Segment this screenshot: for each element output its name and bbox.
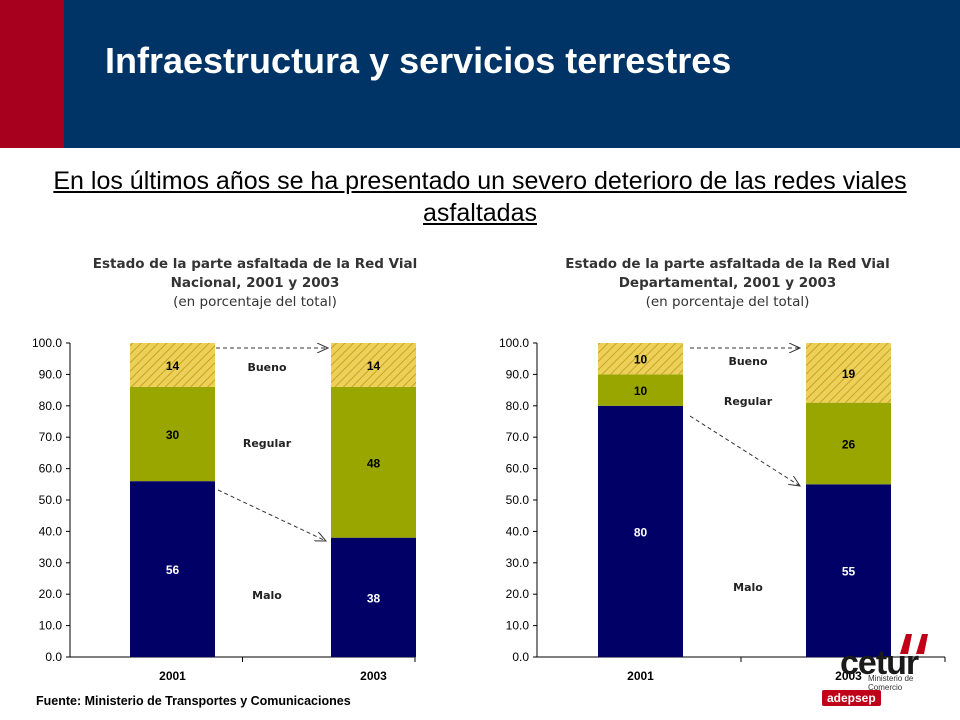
y-tick-label: 90.0 (506, 367, 530, 381)
data-label: 38 (367, 591, 381, 605)
y-tick-label: 60.0 (506, 462, 530, 476)
y-tick-label: 100.0 (32, 336, 62, 350)
y-tick-label: 0.0 (512, 650, 529, 664)
logo-adepsep: adepsep (822, 690, 881, 706)
bar-bueno-2003 (331, 537, 416, 657)
bar-regular-2001 (130, 386, 215, 482)
chart-2-title: Estado de la parte asfaltada de la Red V… (565, 256, 890, 291)
slide-subtitle: En los últimos años se ha presentado un … (53, 167, 907, 227)
bar-regular-2003 (331, 386, 416, 538)
chart-2-subtitle: (en porcentaje del total) (645, 294, 810, 310)
logo-cetur-word: cetur (840, 644, 919, 682)
y-tick-label: 10.0 (39, 619, 63, 633)
y-tick-label: 40.0 (39, 524, 63, 538)
bar-bueno-2001 (598, 405, 683, 657)
y-tick-label: 60.0 (39, 462, 63, 476)
chart-1-subtitle: (en porcentaje del total) (173, 294, 337, 310)
series-label-malo: Malo (252, 589, 282, 602)
series-label-bueno: Bueno (728, 355, 768, 368)
y-tick-label: 80.0 (39, 399, 63, 413)
bar-malo-2001 (598, 343, 683, 375)
y-tick-label: 50.0 (506, 493, 530, 507)
trend-arrow-bueno (217, 489, 326, 541)
bar-malo-2003 (331, 343, 416, 387)
y-tick-label: 40.0 (506, 524, 530, 538)
x-tick-label: 2001 (159, 669, 186, 683)
header-accent (0, 0, 64, 148)
data-label: 56 (166, 563, 180, 577)
data-label: 14 (166, 359, 180, 373)
y-tick-label: 30.0 (506, 556, 530, 570)
data-label: 30 (166, 428, 180, 442)
bar-malo-2003 (806, 343, 891, 403)
y-tick-label: 70.0 (506, 430, 530, 444)
data-label: 19 (842, 367, 856, 381)
y-tick-label: 70.0 (39, 430, 63, 444)
logo-cetur-sub: Ministerio de Comercio (868, 674, 914, 692)
y-tick-label: 50.0 (39, 493, 63, 507)
series-label-regular: Regular (243, 437, 292, 450)
data-label: 14 (367, 359, 381, 373)
x-tick-label: 2003 (360, 669, 387, 683)
bar-bueno-2001 (130, 481, 215, 657)
data-label: 80 (634, 525, 648, 539)
series-label-malo: Malo (733, 581, 763, 594)
y-tick-label: 90.0 (39, 367, 63, 381)
page-title: Infraestructura y servicios terrestres (105, 40, 732, 81)
data-label: 26 (842, 437, 856, 451)
y-tick-label: 20.0 (39, 587, 63, 601)
chart-1: 0.0 10.0 20.0 30.0 40.0 50.0 60.0 70.0 80.0 90.0 1… (32, 336, 416, 683)
y-tick-label: 80.0 (506, 399, 530, 413)
bar-malo-2001 (130, 343, 215, 387)
data-label: 55 (842, 565, 856, 579)
series-label-bueno: Bueno (247, 361, 287, 374)
y-tick-label: 20.0 (506, 587, 530, 601)
chart-2: 0.0 10.0 20.0 30.0 40.0 50.0 60.0 70.0 80.0 90.0 1… (499, 336, 946, 683)
chart-1-title-block: Estado de la parte asfaltada de la Red V… (80, 255, 430, 312)
y-tick-label: 100.0 (499, 336, 529, 350)
header-band (0, 0, 960, 148)
y-tick-label: 0.0 (45, 650, 62, 664)
data-label: 48 (367, 456, 381, 470)
bar-bueno-2003 (806, 484, 891, 657)
cetur-logo: cetur Ministerio de Comercio adepsep (818, 630, 938, 715)
x-tick-label: 2001 (627, 669, 654, 683)
x-tick-label: 2003 (835, 669, 862, 683)
chart-1-title: Estado de la parte asfaltada de la Red V… (92, 256, 418, 291)
logo-mark-icon (900, 634, 928, 654)
y-tick-label: 10.0 (506, 619, 530, 633)
source-note: Fuente: Ministerio de Transportes y Comu… (36, 694, 351, 708)
bar-regular-2003 (806, 402, 891, 485)
trend-arrow-bueno (689, 415, 800, 486)
series-label-regular: Regular (724, 395, 773, 408)
bar-regular-2001 (598, 374, 683, 406)
data-label: 10 (634, 353, 648, 367)
data-label: 10 (634, 384, 648, 398)
chart-2-title-block: Estado de la parte asfaltada de la Red V… (555, 255, 900, 312)
y-tick-label: 30.0 (39, 556, 63, 570)
